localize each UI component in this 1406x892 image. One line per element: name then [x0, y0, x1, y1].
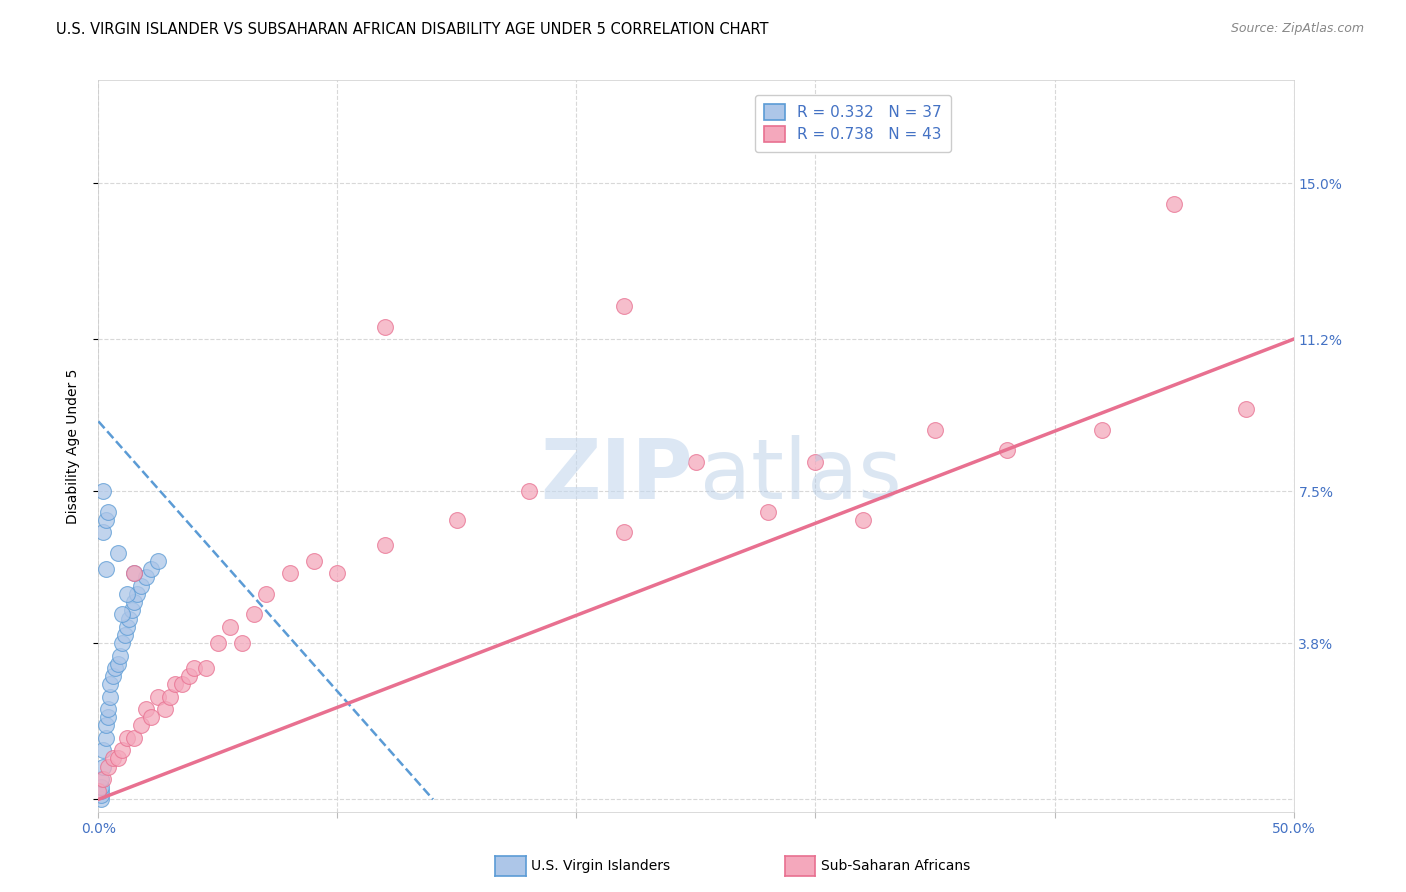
Text: ZIP: ZIP [540, 434, 692, 516]
Point [111, 636, 134, 650]
Point [172, 677, 194, 691]
Point [115, 620, 138, 634]
Point [124, 566, 146, 581]
Point [107, 546, 129, 560]
Point [124, 595, 146, 609]
Point [278, 566, 301, 581]
Point [91, 484, 114, 499]
Point [135, 570, 157, 584]
Point [131, 579, 153, 593]
Point [118, 611, 141, 625]
Y-axis label: Disability Age Under 5: Disability Age Under 5 [66, 368, 80, 524]
Point [517, 484, 540, 499]
Point [139, 562, 162, 576]
Point [91, 759, 114, 773]
Point [613, 299, 636, 313]
Point [155, 702, 177, 716]
Point [148, 554, 170, 568]
Point [231, 636, 253, 650]
Point [111, 607, 134, 622]
Point [131, 718, 153, 732]
Point [148, 690, 170, 704]
Point [1234, 402, 1257, 417]
Point [97, 710, 120, 724]
Point [87, 784, 110, 798]
Point [104, 661, 127, 675]
Point [94, 513, 117, 527]
Point [121, 603, 143, 617]
Point [115, 731, 138, 745]
Point [101, 751, 124, 765]
Point [243, 607, 266, 622]
Point [94, 718, 117, 732]
Point [115, 587, 138, 601]
Point [124, 731, 146, 745]
Point [94, 731, 117, 745]
Point [756, 505, 779, 519]
Text: Source: ZipAtlas.com: Source: ZipAtlas.com [1230, 22, 1364, 36]
Point [1163, 196, 1185, 211]
Point [219, 620, 242, 634]
Point [97, 702, 120, 716]
Text: U.S. Virgin Islanders: U.S. Virgin Islanders [531, 859, 671, 873]
Point [685, 455, 707, 469]
Point [995, 443, 1018, 458]
Point [326, 566, 349, 581]
Point [94, 562, 117, 576]
Point [924, 423, 946, 437]
Point [91, 772, 114, 786]
Point [90, 780, 112, 794]
Point [107, 657, 129, 671]
Point [159, 690, 181, 704]
Point [139, 710, 162, 724]
Point [183, 661, 205, 675]
Point [97, 759, 120, 773]
Point [374, 319, 396, 334]
Point [107, 751, 129, 765]
Point [194, 661, 218, 675]
Point [98, 690, 122, 704]
Point [135, 702, 157, 716]
Point [90, 784, 112, 798]
Text: atlas: atlas [700, 434, 901, 516]
Point [374, 538, 396, 552]
Point [852, 513, 875, 527]
Point [91, 525, 114, 540]
Point [1091, 423, 1114, 437]
Point [97, 505, 120, 519]
Point [163, 677, 186, 691]
Point [111, 743, 134, 757]
Point [90, 772, 112, 786]
Point [101, 669, 124, 683]
Point [446, 513, 468, 527]
Text: U.S. VIRGIN ISLANDER VS SUBSAHARAN AFRICAN DISABILITY AGE UNDER 5 CORRELATION CH: U.S. VIRGIN ISLANDER VS SUBSAHARAN AFRIC… [56, 22, 769, 37]
Point [804, 455, 827, 469]
Point [108, 648, 131, 663]
Text: Sub-Saharan Africans: Sub-Saharan Africans [821, 859, 970, 873]
Point [91, 743, 114, 757]
Point [114, 628, 136, 642]
Legend: R = 0.332   N = 37, R = 0.738   N = 43: R = 0.332 N = 37, R = 0.738 N = 43 [755, 95, 952, 152]
Point [613, 525, 636, 540]
Point [125, 587, 148, 601]
Point [254, 587, 277, 601]
Point [124, 566, 146, 581]
Point [90, 789, 112, 803]
Point [98, 677, 122, 691]
Point [179, 669, 201, 683]
Point [302, 554, 325, 568]
Point [90, 792, 112, 806]
Point [207, 636, 229, 650]
